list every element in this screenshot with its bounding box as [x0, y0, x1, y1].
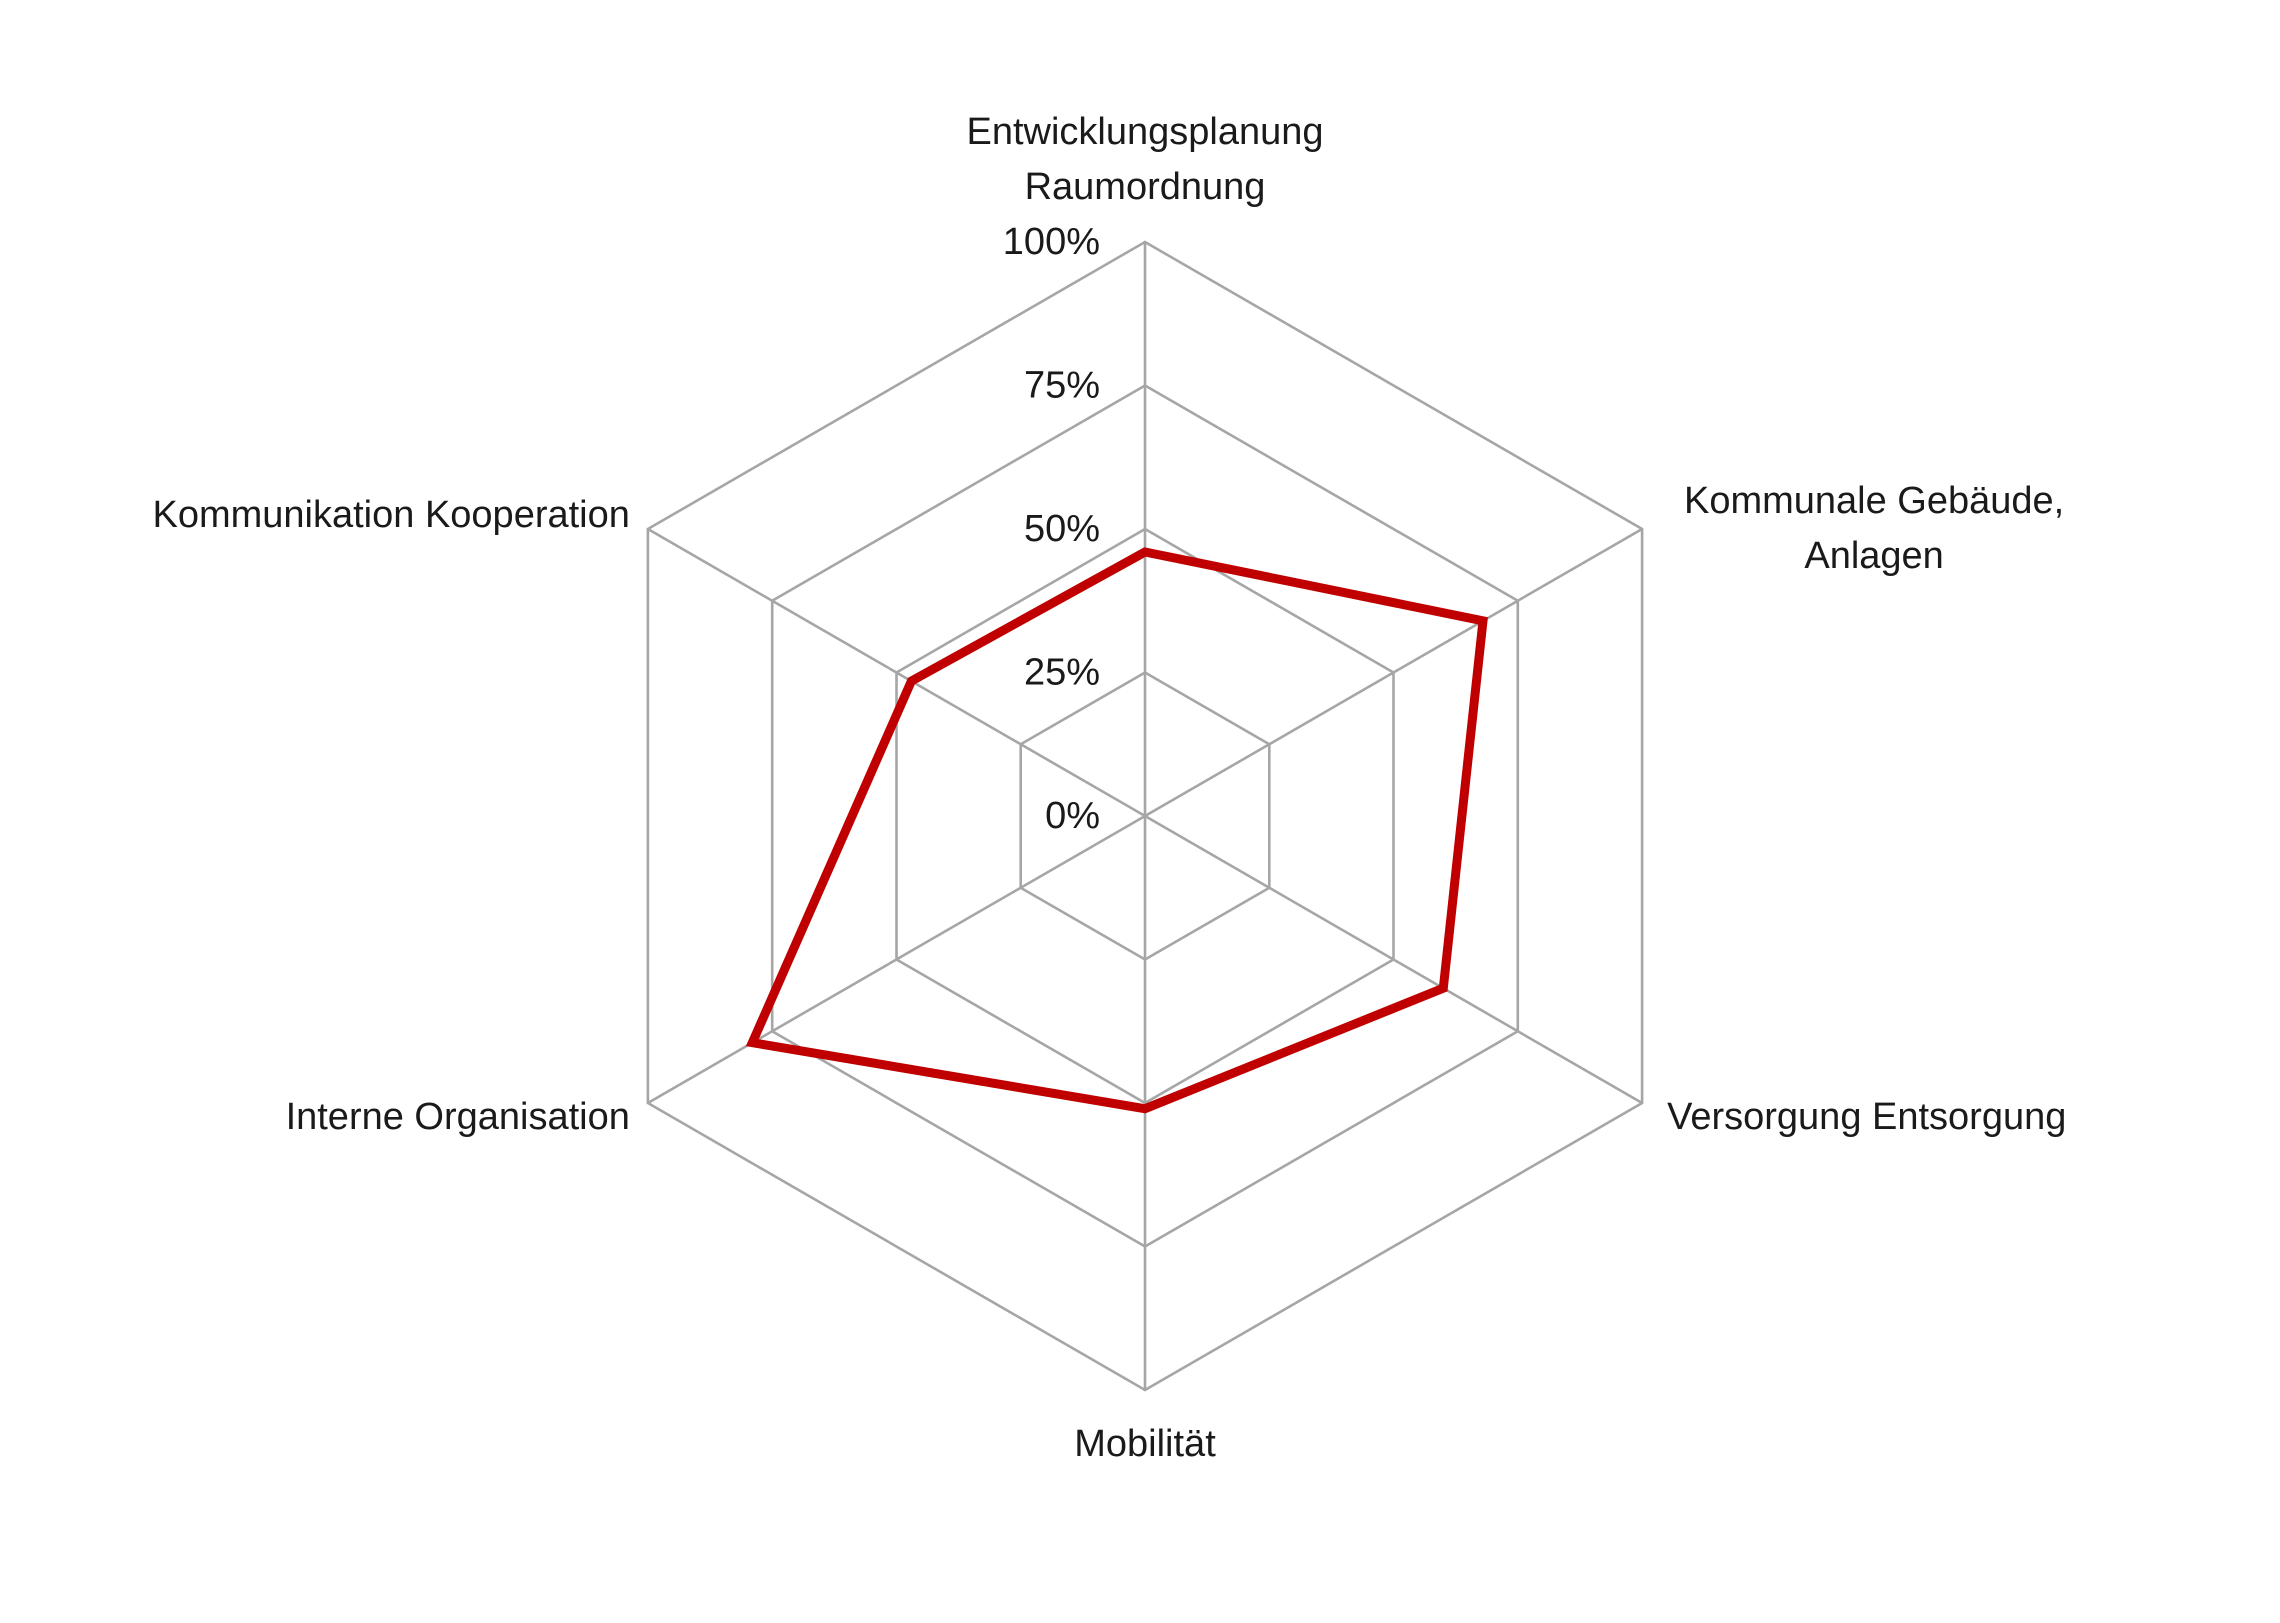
axis-label-4: Interne Organisation — [286, 1096, 630, 1138]
grid-layer — [646, 240, 1644, 1392]
axis-label-2: Versorgung Entsorgung — [1667, 1096, 2066, 1138]
tick-label-25: 25% — [1024, 652, 1100, 694]
axis-label-0-line-0: Entwicklungsplanung — [966, 111, 1323, 153]
axis-label-3: Mobilität — [1074, 1423, 1216, 1465]
tick-labels: 0% 25% 50% 75% 100% — [1003, 221, 1100, 837]
axis-label-4-line-0: Interne Organisation — [286, 1096, 630, 1138]
axis-label-0-line-1: Raumordnung — [1025, 166, 1266, 208]
axis-label-5-line-0: Kommunikation Kooperation — [152, 494, 629, 536]
axis-label-1-line-0: Kommunale Gebäude, — [1684, 480, 2064, 522]
axis-label-1: Kommunale Gebäude, Anlagen — [1684, 480, 2064, 577]
axis-label-3-line-0: Mobilität — [1074, 1423, 1216, 1465]
axis-label-2-line-0: Versorgung Entsorgung — [1667, 1096, 2066, 1138]
grid-spoke-1 — [1144, 527, 1643, 818]
grid-spoke-5 — [647, 527, 1146, 818]
series-layer — [745, 547, 1488, 1114]
grid-spoke-4 — [647, 814, 1146, 1105]
tick-label-50: 50% — [1024, 508, 1100, 550]
axis-label-5: Kommunikation Kooperation — [152, 494, 629, 536]
grid-spoke-2 — [1144, 814, 1643, 1105]
axis-label-1-line-1: Anlagen — [1804, 535, 1943, 577]
tick-label-100: 100% — [1003, 221, 1100, 263]
axis-label-0: Entwicklungsplanung Raumordnung — [966, 111, 1323, 208]
tick-label-75: 75% — [1024, 365, 1100, 407]
tick-label-0: 0% — [1045, 795, 1100, 837]
axis-labels: Entwicklungsplanung Raumordnung Kommunale … — [152, 111, 2066, 1465]
